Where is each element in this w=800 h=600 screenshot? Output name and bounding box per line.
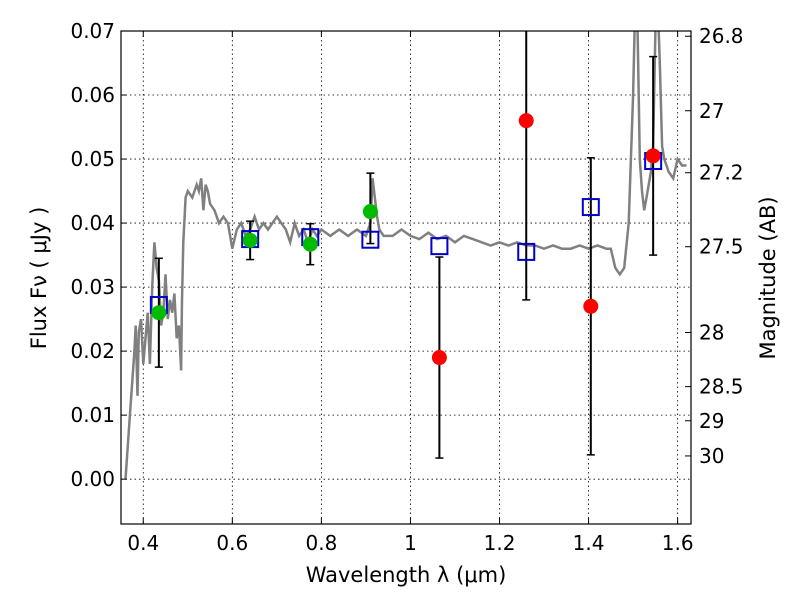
- y2-axis-label: Magnitude (AB): [756, 196, 780, 359]
- x-tick-label: 0.4: [127, 531, 159, 555]
- x-tick-label: 1.4: [573, 531, 605, 555]
- mag-tick-label: 27.5: [699, 235, 744, 259]
- mag-tick-label: 28: [699, 321, 724, 345]
- mag-tick-label: 26.8: [699, 24, 744, 48]
- y-tick-label: 0.05: [70, 147, 115, 171]
- model-spectrum-line: [124, 31, 687, 480]
- detection-point: [151, 305, 167, 321]
- y-tick-label: 0.07: [70, 19, 115, 43]
- x-tick-label: 0.8: [305, 531, 337, 555]
- y-tick-label: 0.01: [70, 403, 115, 427]
- non-detection-point: [431, 350, 447, 366]
- y-axis-label: Flux Fν ( μJy ): [27, 207, 51, 350]
- axis-ticks: 0.4 0.6 0.8 1 1.2 1.4 1.6 0.00 0.01 0.02 0.03 0.04 0…: [70, 19, 743, 555]
- x-tick-label: 1: [404, 531, 417, 555]
- y-tick-label: 0.00: [70, 467, 115, 491]
- grid: [121, 30, 691, 524]
- plot-frame: [120, 30, 692, 525]
- mag-tick-label: 29: [699, 409, 724, 433]
- mag-tick-label: 30: [699, 444, 724, 468]
- y-tick-label: 0.03: [70, 275, 115, 299]
- model-point-square: [430, 237, 449, 256]
- mag-tick-label: 27: [699, 99, 724, 123]
- detection-point: [242, 232, 258, 248]
- y-tick-label: 0.06: [70, 83, 115, 107]
- mag-tick-label: 27.2: [699, 161, 744, 185]
- mag-tick-label: 28.5: [699, 375, 744, 399]
- y-tick-label: 0.04: [70, 211, 115, 235]
- detection-point: [302, 236, 318, 252]
- observed-photometry-points: [151, 113, 661, 366]
- x-tick-label: 0.6: [216, 531, 248, 555]
- error-bars: [154, 31, 658, 459]
- model-point-square: [581, 198, 600, 217]
- model-point-square: [361, 230, 380, 249]
- non-detection-point: [645, 148, 661, 164]
- y-tick-label: 0.02: [70, 339, 115, 363]
- x-axis-label: Wavelength λ (μm): [306, 563, 507, 587]
- non-detection-point: [518, 113, 534, 129]
- detection-point: [362, 204, 378, 220]
- non-detection-point: [583, 298, 599, 314]
- x-tick-label: 1.2: [484, 531, 516, 555]
- x-tick-label: 1.6: [662, 531, 694, 555]
- model-point-square: [517, 242, 536, 261]
